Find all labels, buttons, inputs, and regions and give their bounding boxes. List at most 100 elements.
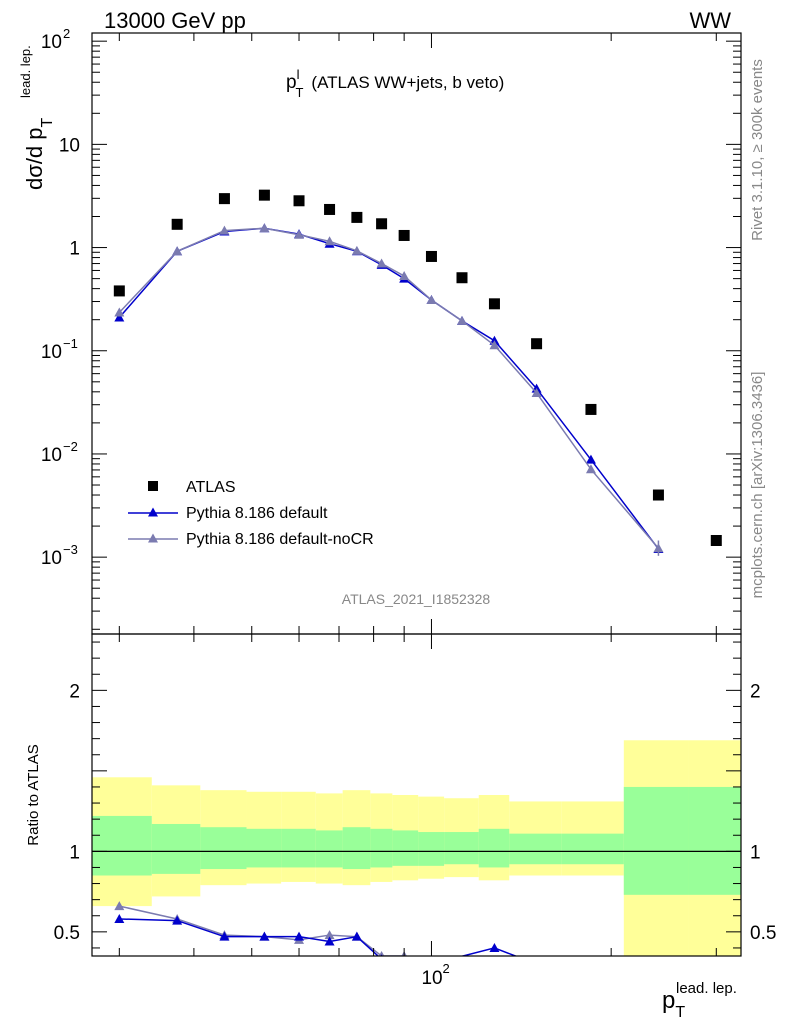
ratio-band-green: [509, 833, 562, 865]
y-tick-label: 10: [41, 548, 62, 569]
ratio-band-green: [281, 828, 316, 868]
legend-label-pythia-default: Pythia 8.186 default: [186, 505, 328, 522]
plot-title-superscript: l: [297, 67, 300, 82]
ratio-pythia-default-point: [294, 931, 305, 941]
ratio-band-green: [92, 815, 152, 876]
ratio-uncertainty-bands: [92, 740, 741, 956]
ratio-band-green: [246, 828, 282, 868]
atlas-data-point: [258, 189, 270, 201]
ratio-band-green: [561, 833, 624, 865]
ratio-y-tick-label-right: 1: [750, 842, 761, 863]
pythia-nocr-point: [531, 387, 542, 397]
y-tick-label: 10: [41, 445, 62, 466]
x-tick-label: 10: [421, 968, 442, 989]
y-tick-label: 10: [41, 342, 62, 363]
x-tick-label-exponent: 2: [442, 961, 449, 976]
ratio-pythia-nocr-point: [114, 901, 125, 911]
ratio-y-tick-label-right: 2: [750, 681, 761, 702]
main-y-axis-label-sup: lead. lep.: [18, 45, 33, 98]
ratio-band-green: [478, 828, 510, 868]
y-tick-label: 10: [59, 135, 80, 156]
y-tick-label-exponent: −3: [63, 542, 78, 557]
pythia-nocr-point: [376, 258, 387, 268]
mcplots-reference-label: mcplots.cern.ch [arXiv:1306.3436]: [749, 372, 766, 599]
ratio-band-green: [418, 832, 445, 866]
pythia-nocr-point: [259, 223, 270, 233]
ratio-pythia-default-point: [489, 942, 500, 952]
y-tick-label-exponent: −2: [63, 439, 78, 454]
atlas-data-point: [376, 218, 388, 230]
pythia-nocr-point: [351, 245, 362, 255]
ratio-plot-frame: [91, 633, 742, 957]
pythia-default-point: [114, 312, 125, 322]
atlas-data-point: [710, 534, 722, 546]
ratio-y-tick-label-left: 0.5: [54, 923, 80, 944]
ratio-pythia-default-line: [119, 918, 518, 956]
atlas-data-point: [324, 203, 336, 215]
pythia-nocr-point: [324, 236, 335, 246]
ratio-band-green: [444, 832, 479, 865]
atlas-data-point: [456, 272, 468, 284]
legend: ATLAS Pythia 8.186 default Pythia 8.186 …: [128, 479, 374, 548]
plot-frames: [91, 32, 742, 957]
main-y-axis-label-sub: T: [39, 117, 56, 127]
x-axis-label: pT lead. lep.: [662, 980, 737, 1021]
pythia-nocr-point: [585, 464, 596, 474]
ratio-pythia-default-point: [532, 959, 542, 968]
pythia-default-line: [118, 227, 660, 550]
atlas-data-point: [351, 211, 363, 223]
ratio-band-green: [623, 786, 689, 895]
plot-title-subscript: T: [295, 85, 303, 100]
y-tick-label: 10: [41, 32, 62, 53]
ratio-band-green: [315, 830, 343, 868]
ratio-band-green: [342, 827, 371, 870]
pythia-nocr-point: [294, 229, 305, 239]
legend-marker-pythia-nocr: [148, 533, 158, 543]
pythia-nocr-point: [399, 271, 410, 281]
x-axis-label-sup: lead. lep.: [676, 980, 737, 997]
ratio-band-green: [200, 827, 247, 870]
plot-title-rest: (ATLAS WW+jets, b veto): [311, 73, 504, 92]
rivet-version-label: Rivet 3.1.10, ≥ 300k events: [749, 59, 766, 241]
main-y-axis-label-main: dσ/d p: [22, 127, 47, 190]
svg-text:pT: pT: [662, 987, 685, 1021]
legend-marker-pythia-default: [148, 507, 158, 517]
ratio-pythia-default-point: [351, 931, 362, 941]
ratio-y-tick-label-left: 2: [69, 681, 80, 702]
svg-text:dσ/d pT: dσ/d pT: [22, 117, 56, 190]
ratio-y-tick-label-left: 1: [69, 842, 80, 863]
analysis-watermark: ATLAS_2021_I1852328: [342, 591, 491, 607]
ratio-plot-series: [114, 901, 542, 968]
ratio-pythia-default-point: [259, 931, 270, 941]
pythia-nocr-point: [426, 295, 437, 305]
atlas-data-point: [488, 298, 500, 310]
ratio-band-green: [151, 823, 201, 874]
ratio-pythia-default-point: [426, 959, 436, 968]
ratio-pythia-default-point: [114, 913, 125, 923]
legend-label-pythia-nocr: Pythia 8.186 default-noCR: [186, 531, 374, 548]
ratio-band-green: [370, 828, 393, 868]
legend-label-atlas: ATLAS: [186, 479, 236, 496]
y-tick-label: 1: [69, 239, 80, 260]
atlas-data-point: [218, 193, 230, 205]
ratio-pythia-default-point: [324, 936, 335, 946]
atlas-data-point: [425, 250, 437, 262]
ratio-y-tick-label-right: 0.5: [750, 923, 776, 944]
ratio-pythia-nocr-point: [324, 930, 335, 940]
atlas-data-point: [531, 338, 543, 350]
atlas-data-point: [585, 403, 597, 415]
pythia-nocr-point: [219, 225, 230, 235]
ratio-pythia-default-point: [172, 915, 183, 925]
ratio-pythia-default-point: [404, 955, 405, 956]
pythia-nocr-point: [456, 315, 467, 325]
main-y-axis-label: dσ/d pT lead. lep.: [18, 45, 56, 190]
atlas-data-point: [652, 489, 664, 501]
plot-title-main: p: [286, 72, 297, 93]
pythia-default-point: [585, 454, 596, 464]
ratio-band-green: [688, 786, 741, 895]
main-plot-series: [113, 189, 722, 556]
x-axis-label-main: p: [662, 987, 675, 1014]
pythia-nocr-point: [114, 307, 125, 317]
